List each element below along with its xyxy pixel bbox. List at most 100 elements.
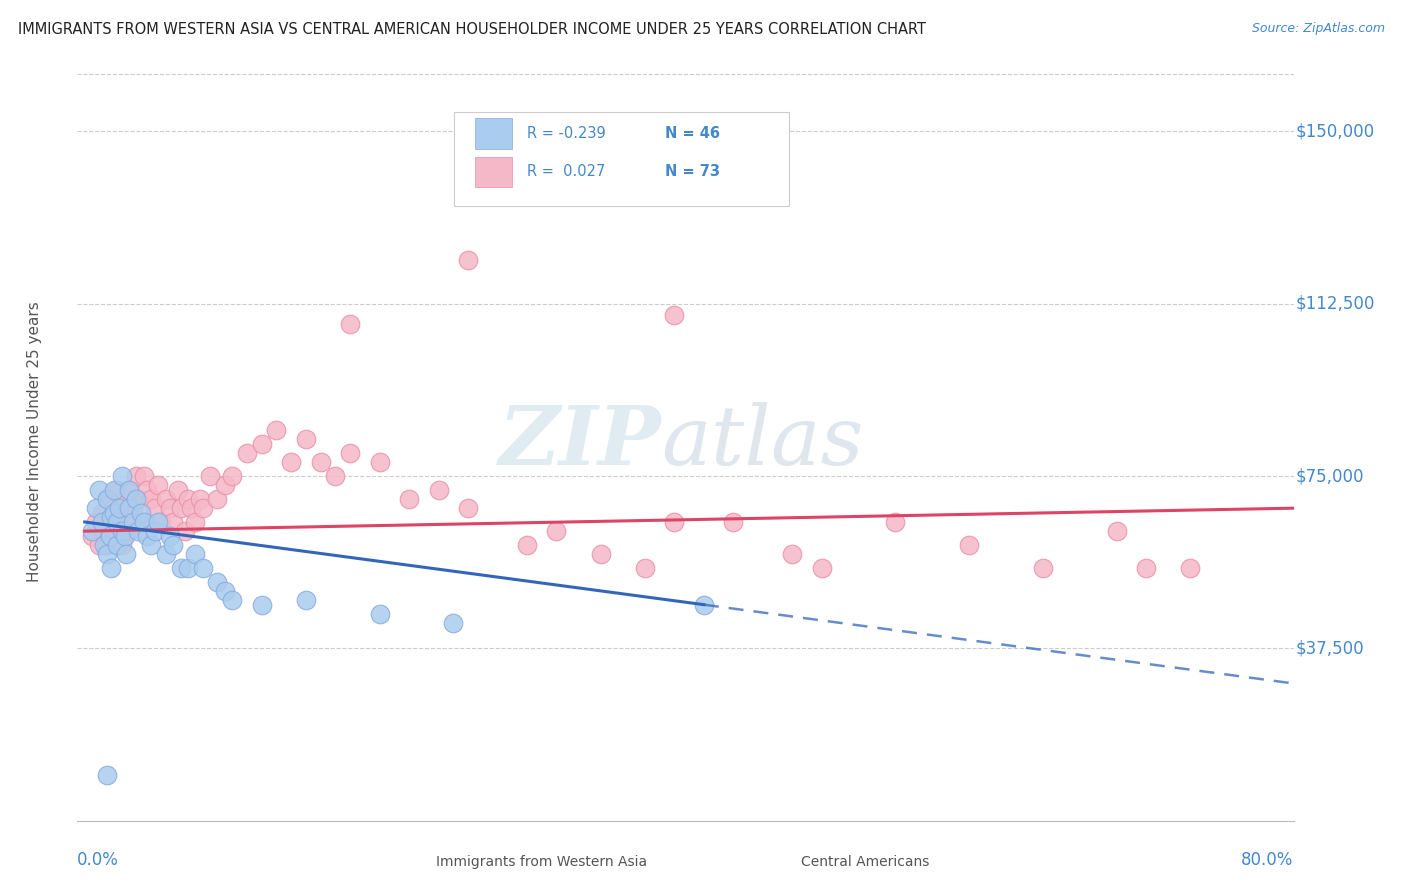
Point: [91, 506, 114, 520]
Point: [93, 524, 115, 538]
Point: [664, 515, 686, 529]
Point: [177, 491, 200, 506]
FancyBboxPatch shape: [475, 119, 512, 149]
Text: ZIP: ZIP: [499, 401, 661, 482]
Point: [166, 483, 188, 497]
FancyBboxPatch shape: [399, 855, 426, 871]
Point: [105, 483, 128, 497]
Point: [115, 491, 138, 506]
Point: [441, 615, 464, 630]
Point: [782, 547, 804, 561]
Point: [139, 491, 162, 506]
Point: [398, 491, 420, 506]
Point: [1105, 524, 1128, 538]
Point: [1180, 561, 1202, 575]
Point: [80, 524, 103, 538]
Point: [155, 491, 177, 506]
Point: [295, 432, 318, 446]
Point: [118, 501, 141, 516]
Point: [86, 515, 108, 529]
Point: [105, 538, 128, 552]
Point: [145, 524, 167, 538]
Point: [110, 538, 132, 552]
Point: [184, 515, 207, 529]
Point: [100, 529, 122, 543]
FancyBboxPatch shape: [765, 855, 792, 871]
Point: [105, 515, 128, 529]
Point: [184, 547, 207, 561]
Text: Householder Income Under 25 years: Householder Income Under 25 years: [27, 301, 42, 582]
Point: [516, 538, 538, 552]
Point: [207, 574, 229, 589]
Point: [127, 524, 149, 538]
Point: [546, 524, 568, 538]
Point: [96, 491, 118, 506]
Point: [148, 478, 170, 492]
Point: [122, 501, 145, 516]
Point: [103, 501, 125, 516]
Point: [148, 515, 170, 529]
Point: [96, 547, 118, 561]
Point: [180, 501, 202, 516]
Point: [114, 529, 136, 543]
Point: [664, 308, 686, 322]
Point: [107, 515, 129, 529]
Text: N = 46: N = 46: [665, 126, 720, 141]
Point: [96, 491, 118, 506]
Point: [122, 515, 145, 529]
Point: [250, 437, 273, 451]
Point: [368, 607, 391, 621]
Point: [323, 469, 346, 483]
Point: [339, 318, 361, 332]
Point: [98, 529, 121, 543]
Point: [125, 469, 148, 483]
Point: [118, 524, 141, 538]
Text: atlas: atlas: [661, 401, 863, 482]
Point: [693, 598, 716, 612]
Point: [89, 483, 111, 497]
Point: [114, 515, 136, 529]
Point: [135, 483, 157, 497]
Point: [634, 561, 657, 575]
Text: Central Americans: Central Americans: [801, 855, 929, 870]
Point: [86, 501, 108, 516]
Text: $37,500: $37,500: [1296, 640, 1365, 657]
Point: [100, 510, 122, 524]
Point: [280, 455, 302, 469]
Text: IMMIGRANTS FROM WESTERN ASIA VS CENTRAL AMERICAN HOUSEHOLDER INCOME UNDER 25 YEA: IMMIGRANTS FROM WESTERN ASIA VS CENTRAL …: [18, 22, 927, 37]
Point: [214, 478, 236, 492]
Text: 80.0%: 80.0%: [1241, 851, 1294, 869]
Text: $75,000: $75,000: [1296, 467, 1364, 485]
Point: [159, 529, 181, 543]
Point: [110, 469, 132, 483]
Point: [723, 515, 745, 529]
Point: [295, 593, 318, 607]
Point: [250, 598, 273, 612]
Text: $112,500: $112,500: [1296, 294, 1375, 313]
Point: [191, 501, 214, 516]
Point: [810, 561, 832, 575]
Point: [884, 515, 907, 529]
Point: [129, 506, 152, 520]
Point: [957, 538, 980, 552]
Point: [118, 483, 141, 497]
Point: [127, 491, 149, 506]
Point: [145, 501, 167, 516]
Text: N = 73: N = 73: [665, 164, 720, 179]
Point: [125, 491, 148, 506]
Point: [221, 593, 243, 607]
Point: [159, 501, 181, 516]
Point: [103, 483, 125, 497]
Text: 0.0%: 0.0%: [77, 851, 120, 869]
Text: R =  0.027: R = 0.027: [527, 164, 606, 179]
Point: [98, 515, 121, 529]
Point: [150, 515, 173, 529]
Point: [115, 547, 138, 561]
Point: [89, 538, 111, 552]
Point: [198, 469, 221, 483]
Point: [162, 515, 184, 529]
Point: [339, 446, 361, 460]
Point: [110, 524, 132, 538]
Point: [155, 547, 177, 561]
Point: [169, 561, 191, 575]
